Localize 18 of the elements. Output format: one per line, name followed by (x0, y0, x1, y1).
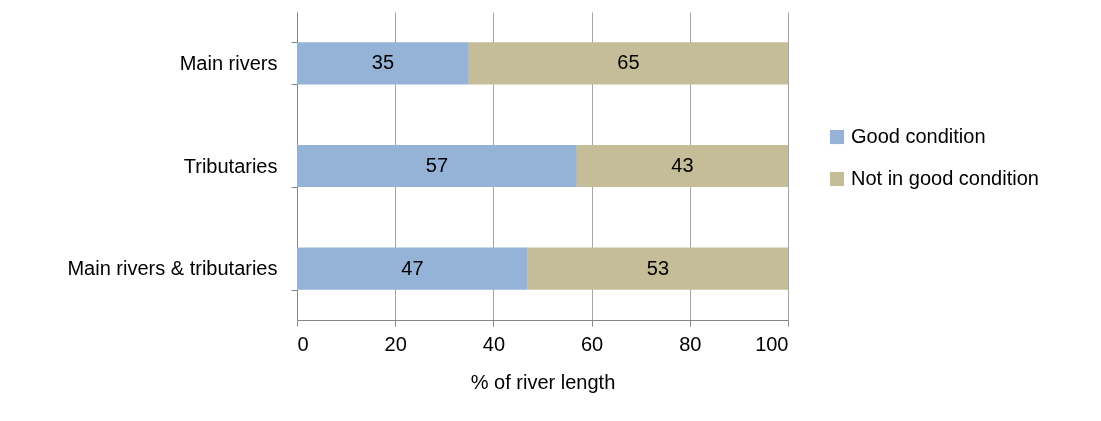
data-label: 35 (371, 51, 395, 74)
y-tick-label: Main rivers (179, 51, 278, 74)
x-tick-label: 100 (755, 332, 789, 355)
legend-label: Not in good condition (851, 167, 1039, 189)
data-label: 57 (425, 154, 449, 176)
legend-label: Good condition (851, 125, 986, 147)
data-label: 47 (401, 256, 424, 279)
data-label: 43 (671, 154, 694, 176)
x-tick-label: 40 (482, 332, 506, 355)
data-label: 65 (617, 51, 640, 74)
x-axis-title: % of river length (470, 370, 616, 393)
x-tick-label: 0 (297, 332, 309, 355)
y-tick-label: Main rivers & tributaries (67, 257, 278, 280)
data-label: 53 (646, 256, 670, 279)
x-tick-label: 80 (679, 332, 702, 355)
x-tick-label: 20 (384, 332, 407, 355)
x-tick-label: 60 (580, 332, 604, 355)
y-tick-label: Tributaries (183, 154, 278, 177)
